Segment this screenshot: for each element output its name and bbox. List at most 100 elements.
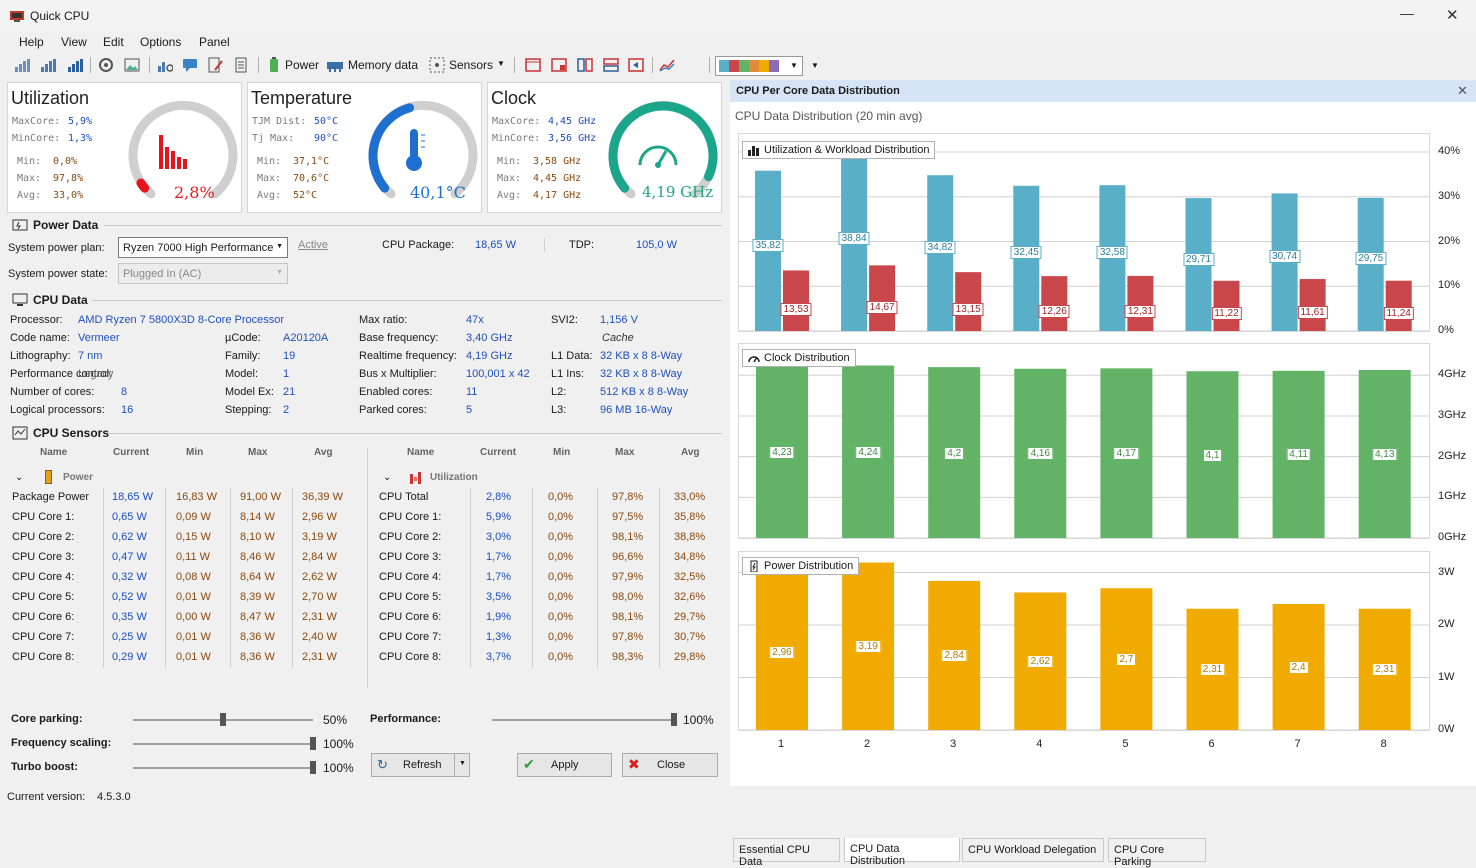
clock-chart-title-box: Clock Distribution — [742, 349, 856, 367]
document-icon[interactable] — [233, 57, 249, 73]
sensor-name: CPU Core 3: — [12, 551, 75, 563]
menu-view[interactable]: View — [61, 35, 87, 49]
cpu-field-value: 11 — [466, 386, 478, 398]
layout-full-icon[interactable] — [525, 57, 541, 73]
sensor-value: 0,0% — [548, 631, 574, 643]
memory-icon[interactable] — [327, 57, 343, 73]
refresh-dropdown-icon[interactable]: ▼ — [459, 760, 466, 767]
turbo-boost-label: Turbo boost: — [11, 761, 78, 773]
sensors-dropdown-icon[interactable]: ▼ — [497, 59, 505, 68]
core-parking-thumb[interactable] — [220, 713, 226, 726]
sensor-value: 3,7% — [486, 651, 512, 663]
sensor-value: 1,3% — [486, 631, 512, 643]
cpu-field-label: Parked cores: — [359, 404, 427, 416]
sensor-name: CPU Core 2: — [379, 531, 442, 543]
apply-label: Apply — [551, 759, 579, 771]
image-icon[interactable] — [124, 57, 140, 73]
menu-edit[interactable]: Edit — [103, 35, 124, 49]
tab-essential-cpu-data[interactable]: Essential CPU Data — [733, 838, 840, 868]
frequency-scaling-slider[interactable] — [133, 743, 313, 745]
sensors-button[interactable]: Sensors — [449, 58, 494, 72]
menu-help[interactable]: Help — [19, 35, 44, 49]
utilization-chart-title: Utilization & Workload Distribution — [764, 144, 930, 156]
data-label: 4,2 — [944, 446, 965, 460]
panel-close-icon[interactable]: ✕ — [1457, 83, 1468, 98]
toolbar-overflow-icon[interactable]: ▼ — [811, 61, 819, 70]
active-link[interactable]: Active — [298, 239, 328, 251]
sensor-value: 2,31 W — [302, 611, 337, 623]
memory-data-button[interactable]: Memory data — [348, 58, 419, 72]
y-tick-label: 4GHz — [1438, 368, 1467, 381]
sensor-value: 97,9% — [612, 571, 644, 583]
sensor-value: 0,0% — [548, 511, 574, 523]
collapse-icon[interactable]: ⌄ — [383, 472, 392, 483]
sensor-value: 8,36 W — [240, 651, 275, 663]
cpu-field-label: Family: — [225, 350, 261, 362]
edit-list-icon[interactable] — [207, 57, 223, 73]
cpu-field-label: Processor: — [10, 314, 63, 326]
bar — [783, 270, 809, 331]
column-header: Avg — [314, 447, 333, 458]
tab-cpu-core-parking[interactable]: CPU Core Parking — [1108, 838, 1206, 868]
power-data-heading: Power Data — [33, 218, 99, 232]
sensor-value: 0,00 W — [176, 611, 211, 623]
power-plan-select[interactable]: Ryzen 7000 High Performance ▼ — [118, 237, 288, 258]
message-icon[interactable] — [182, 57, 198, 73]
distribution-panel: CPU Per Core Data Distribution ✕ CPU Dat… — [730, 80, 1476, 868]
performance-slider[interactable] — [492, 719, 674, 721]
tab-cpu-data-distribution[interactable]: CPU Data Distribution — [844, 838, 960, 867]
data-label: 29,71 — [1182, 252, 1215, 266]
layout-back-icon[interactable] — [628, 57, 644, 73]
menu-panel[interactable]: Panel — [199, 35, 230, 49]
sensor-value: 0,35 W — [112, 611, 147, 623]
sensors-icon[interactable] — [429, 57, 445, 73]
line-chart-icon[interactable] — [659, 57, 675, 73]
minimize-button[interactable]: — — [1400, 5, 1414, 21]
turbo-boost-slider[interactable] — [133, 767, 313, 769]
frequency-scaling-thumb[interactable] — [310, 737, 316, 750]
menu-options[interactable]: Options — [140, 35, 182, 49]
close-window-button[interactable]: ✕ — [1446, 7, 1459, 24]
bars-low-icon[interactable] — [14, 57, 30, 73]
color-scheme-select[interactable]: ▼ — [715, 56, 803, 76]
performance-thumb[interactable] — [671, 713, 677, 726]
power-chart-title: Power Distribution — [764, 560, 854, 572]
sensor-value: 0,0% — [548, 571, 574, 583]
apply-button[interactable]: ✔ Apply — [517, 753, 612, 777]
collapse-icon[interactable]: ⌄ — [15, 472, 24, 483]
utilization-chart-title-box: Utilization & Workload Distribution — [742, 141, 936, 159]
sensor-value: 38,8% — [674, 531, 706, 543]
bars-mid-icon[interactable] — [40, 57, 56, 73]
monitor-icon — [12, 293, 28, 306]
tab-cpu-workload-delegation[interactable]: CPU Workload Delegation — [962, 838, 1104, 862]
cpu-settings-icon[interactable] — [98, 57, 114, 73]
chart-settings-icon[interactable] — [157, 57, 173, 73]
y-tick-label: 40% — [1438, 145, 1461, 157]
turbo-boost-thumb[interactable] — [310, 761, 316, 774]
menu-bar: Help View Edit Options Panel — [0, 32, 1476, 52]
sensor-value: 36,39 W — [302, 491, 343, 503]
y-tick-label: 3GHz — [1438, 408, 1467, 421]
utilization-group-label: Utilization — [430, 472, 478, 483]
column-header: Min — [186, 447, 204, 458]
bars-high-icon[interactable] — [67, 57, 83, 73]
utilization-panel: Utilization MaxCore: MinCore: 5,9% 1,3% Mi… — [7, 82, 242, 213]
close-button[interactable]: ✖ Close — [622, 753, 718, 777]
data-label: 38,84 — [838, 232, 870, 246]
sensor-value: 96,6% — [612, 551, 644, 563]
power-button[interactable]: Power — [285, 58, 320, 72]
gauge-label: MinCore: — [492, 133, 541, 144]
bar-chart-icon — [159, 135, 187, 169]
sensor-name: CPU Core 7: — [12, 631, 75, 643]
sensor-value: 0,01 W — [176, 651, 211, 663]
sensor-name: CPU Core 5: — [12, 591, 75, 603]
layout-split-icon[interactable] — [551, 57, 567, 73]
battery-icon[interactable] — [266, 57, 282, 73]
panel-subtitle: CPU Data Distribution (20 min avg) — [735, 109, 923, 123]
cpu-field-label: L1 Ins: — [551, 368, 585, 380]
bar — [955, 272, 982, 331]
layout-columns-icon[interactable] — [577, 57, 593, 73]
layout-rows-icon[interactable] — [603, 57, 619, 73]
data-label: 4,16 — [1027, 447, 1054, 461]
refresh-button[interactable]: ↻ Refresh ▼ — [371, 753, 470, 777]
